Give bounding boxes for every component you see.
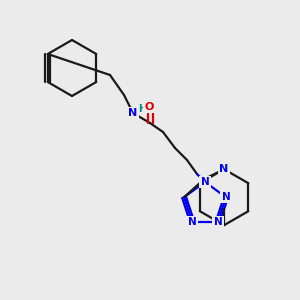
Text: N: N (220, 164, 229, 174)
Text: N: N (214, 217, 222, 227)
Text: N: N (201, 177, 209, 187)
Text: H: H (138, 104, 146, 114)
Text: O: O (144, 102, 154, 112)
Text: N: N (188, 217, 197, 227)
Text: N: N (221, 192, 230, 202)
Text: N: N (128, 108, 138, 118)
Text: N: N (220, 164, 229, 174)
